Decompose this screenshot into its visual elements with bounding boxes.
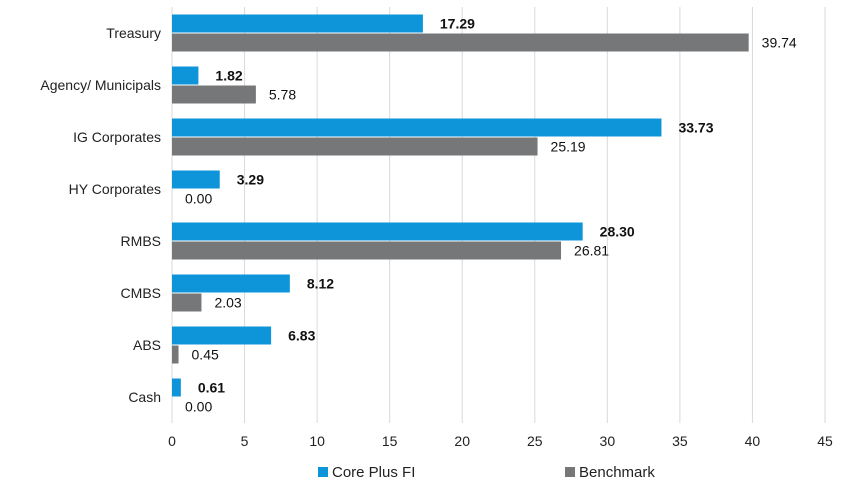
category-labels: Treasury Agency/ Municipals IG Corporates H… (40, 25, 161, 405)
bar-benchmark (172, 33, 749, 52)
bar-benchmark (172, 241, 562, 260)
data-label-core-plus-fi: 3.29 (237, 172, 264, 188)
category-label: Agency/ Municipals (40, 77, 161, 93)
x-tick-label: 10 (309, 433, 325, 449)
data-label-benchmark: 26.81 (574, 243, 609, 259)
data-label-benchmark: 25.19 (551, 139, 586, 155)
bar-core-plus-fi (172, 66, 199, 85)
data-label-core-plus-fi: 6.83 (288, 328, 315, 344)
x-tick-label: 20 (454, 433, 470, 449)
bar-core-plus-fi (172, 326, 272, 345)
grid-lines (171, 7, 826, 423)
data-labels: 17.29 39.74 1.82 5.78 33.73 25.19 3.29 0.00 28.3… (185, 16, 797, 415)
category-label: HY Corporates (69, 181, 161, 197)
data-label-core-plus-fi: 0.61 (198, 380, 225, 396)
data-label-core-plus-fi: 8.12 (307, 276, 334, 292)
category-label: Cash (128, 389, 161, 405)
x-tick-labels: 0 5 10 15 20 25 30 35 40 45 (168, 433, 833, 449)
category-label: RMBS (121, 233, 161, 249)
category-label: IG Corporates (73, 129, 161, 145)
x-tick-label: 0 (168, 433, 176, 449)
x-tick-label: 40 (745, 433, 761, 449)
bar-core-plus-fi (172, 118, 662, 137)
x-tick-label: 30 (600, 433, 616, 449)
bar-core-plus-fi (172, 222, 583, 241)
x-tick-label: 45 (817, 433, 833, 449)
bar-benchmark (172, 85, 256, 104)
data-label-core-plus-fi: 17.29 (440, 16, 475, 32)
category-label: Treasury (106, 25, 161, 41)
legend-label-benchmark: Benchmark (579, 464, 655, 481)
x-tick-label: 25 (527, 433, 543, 449)
data-label-benchmark: 0.00 (185, 191, 212, 207)
x-tick-label: 15 (382, 433, 398, 449)
legend: Core Plus FI Benchmark (318, 464, 655, 481)
data-label-benchmark: 2.03 (214, 295, 241, 311)
data-label-benchmark: 0.45 (192, 347, 219, 363)
bars (172, 14, 749, 397)
x-tick-label: 35 (672, 433, 688, 449)
bar-core-plus-fi (172, 274, 290, 293)
legend-label-core-plus-fi: Core Plus FI (332, 464, 415, 481)
legend-swatch-benchmark (565, 467, 575, 477)
bar-core-plus-fi (172, 170, 220, 189)
data-label-core-plus-fi: 33.73 (678, 120, 713, 136)
data-label-benchmark: 39.74 (762, 35, 797, 51)
data-label-benchmark: 0.00 (185, 399, 212, 415)
data-label-core-plus-fi: 1.82 (215, 68, 242, 84)
data-label-core-plus-fi: 28.30 (600, 224, 635, 240)
bar-benchmark (172, 137, 538, 156)
data-label-benchmark: 5.78 (269, 87, 296, 103)
bar-benchmark (172, 345, 179, 364)
bar-core-plus-fi (172, 14, 423, 33)
category-label: CMBS (121, 285, 161, 301)
bar-benchmark (172, 293, 202, 312)
legend-swatch-core-plus-fi (318, 467, 328, 477)
x-tick-label: 5 (241, 433, 249, 449)
bar-core-plus-fi (172, 378, 181, 397)
category-label: ABS (133, 337, 161, 353)
